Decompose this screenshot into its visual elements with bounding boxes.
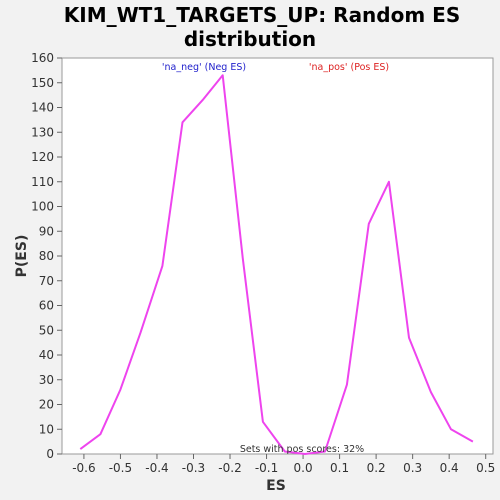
x-tick-label: 0.2: [367, 461, 386, 475]
x-tick-label: 0.3: [403, 461, 422, 475]
x-tick-label: -0.6: [72, 461, 95, 475]
pos-scores-annotation: Sets with pos scores: 32%: [240, 444, 364, 455]
y-tick-label: 120: [31, 150, 54, 164]
x-tick-label: 0.5: [476, 461, 495, 475]
y-tick-label: 20: [39, 398, 54, 412]
chart-title-line-2: distribution: [184, 27, 316, 51]
x-tick-label: -0.5: [109, 461, 132, 475]
y-tick-label: 160: [31, 51, 54, 65]
y-tick-label: 10: [39, 422, 54, 436]
y-tick-label: 150: [31, 76, 54, 90]
y-tick-label: 70: [39, 274, 54, 288]
legend-pos-es: 'na_pos' (Pos ES): [309, 62, 389, 73]
x-tick-label: -0.4: [145, 461, 168, 475]
x-tick-label: 0.1: [330, 461, 349, 475]
y-tick-label: 140: [31, 101, 54, 115]
chart-title-line-1: KIM_WT1_TARGETS_UP: Random ES: [64, 3, 460, 27]
y-tick-label: 80: [39, 249, 54, 263]
y-tick-label: 90: [39, 224, 54, 238]
x-tick-label: -0.1: [255, 461, 278, 475]
x-tick-label: -0.2: [218, 461, 241, 475]
x-axis: -0.6 -0.5 -0.4 -0.3 -0.2 -0.1 0.0 0.1 0.2 0.3 0.4 0…: [72, 454, 495, 475]
x-tick-label: 0.0: [294, 461, 313, 475]
y-tick-label: 100: [31, 200, 54, 214]
y-tick-label: 40: [39, 348, 54, 362]
y-tick-label: 30: [39, 373, 54, 387]
y-tick-label: 110: [31, 175, 54, 189]
y-tick-label: 60: [39, 299, 54, 313]
legend-neg-es: 'na_neg' (Neg ES): [162, 62, 246, 73]
es-distribution-line: [79, 74, 474, 455]
plot-area: [61, 57, 494, 455]
y-axis: 0 10 20 30 40 50 60 70 80 90 100 110 120 130 140 150 160: [31, 51, 62, 461]
x-axis-label: ES: [266, 478, 286, 494]
y-tick-label: 130: [31, 125, 54, 139]
y-axis-label: P(ES): [14, 235, 30, 278]
x-tick-label: -0.3: [182, 461, 205, 475]
y-tick-label: 0: [46, 447, 54, 461]
series-group: [79, 74, 474, 455]
y-tick-label: 50: [39, 323, 54, 337]
x-tick-label: 0.4: [440, 461, 459, 475]
